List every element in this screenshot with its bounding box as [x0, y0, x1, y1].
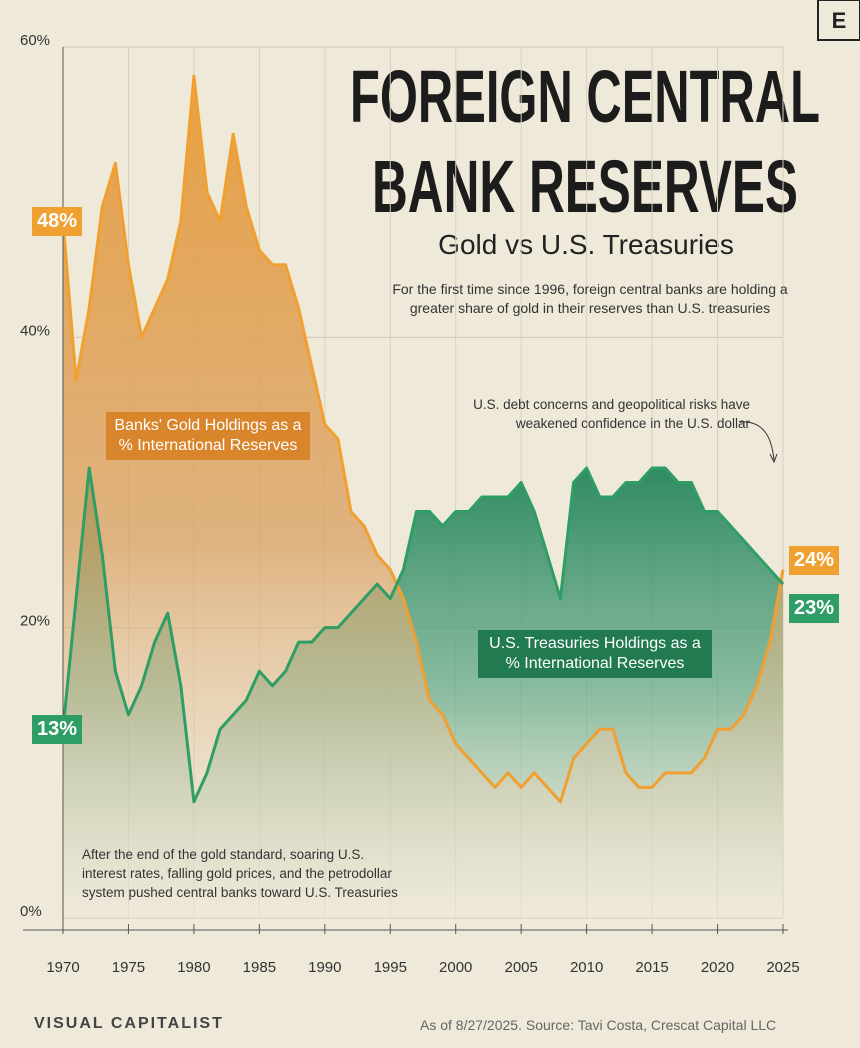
- value-label: 13%: [32, 715, 83, 745]
- x-tick-label: 2015: [635, 959, 668, 976]
- x-tick-label: 1975: [112, 959, 145, 976]
- area: [63, 76, 783, 919]
- series-label: U.S. Treasuries Holdings as a % Internat…: [478, 630, 712, 678]
- logo: E: [832, 8, 847, 33]
- chart-title: FOREIGN CENTRAL: [350, 55, 820, 138]
- annotation-arrow: [739, 421, 775, 461]
- y-tick-label: 0%: [20, 903, 42, 920]
- annotation: U.S. debt concerns and geopolitical risk…: [473, 397, 750, 431]
- description: For the first time since 1996, foreign c…: [392, 281, 788, 316]
- x-tick-label: 2000: [439, 959, 472, 976]
- x-tick-label: 1985: [243, 959, 276, 976]
- annotation-arrow: [769, 453, 778, 464]
- value-label: 24%: [789, 545, 840, 575]
- brand: VISUAL CAPITALIST: [34, 1015, 224, 1032]
- x-tick-label: 2010: [570, 959, 603, 976]
- x-tick-label: 1995: [374, 959, 407, 976]
- value-label: 23%: [789, 594, 840, 624]
- annotation: After the end of the gold standard, soar…: [82, 847, 398, 900]
- value-label: 48%: [32, 207, 83, 237]
- x-tick-label: 1970: [46, 959, 79, 976]
- y-tick-label: 40%: [20, 322, 50, 339]
- y-tick-label: 20%: [20, 613, 50, 630]
- chart-subtitle: Gold vs U.S. Treasuries: [438, 229, 734, 260]
- x-tick-label: 2005: [504, 959, 537, 976]
- source: As of 8/27/2025. Source: Tavi Costa, Cre…: [420, 1017, 777, 1033]
- line: [61, 466, 785, 804]
- x-tick-label: 1980: [177, 959, 210, 976]
- chart-title: BANK RESERVES: [372, 145, 798, 228]
- x-tick-label: 1990: [308, 959, 341, 976]
- series-label: Banks' Gold Holdings as a % Internationa…: [106, 412, 310, 460]
- x-tick-label: 2025: [766, 959, 799, 976]
- y-tick-label: 60%: [20, 32, 50, 49]
- line: [61, 74, 785, 804]
- logo-box: [817, 0, 860, 41]
- x-tick-label: 2020: [701, 959, 734, 976]
